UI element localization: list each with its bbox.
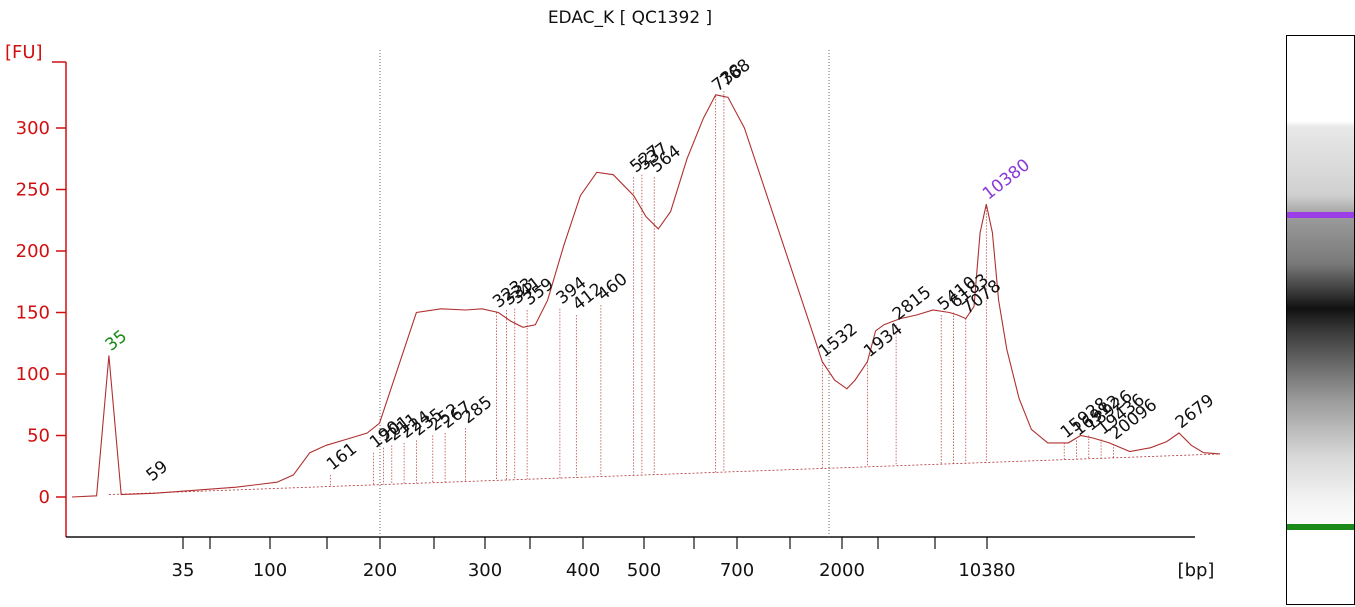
y-axis-label: [FU] bbox=[5, 42, 43, 63]
x-tick-label: 400 bbox=[566, 560, 600, 581]
x-tick-label: 35 bbox=[172, 560, 195, 581]
divider-layer bbox=[379, 50, 830, 537]
x-tick-label: 2000 bbox=[819, 560, 865, 581]
x-tick-label: 10380 bbox=[958, 560, 1015, 581]
gel-marker-band bbox=[1287, 212, 1354, 219]
x-tick-label: 200 bbox=[363, 560, 397, 581]
gel-smear bbox=[1287, 36, 1354, 604]
peak-label: 2815 bbox=[889, 282, 935, 324]
gel-marker-band bbox=[1287, 524, 1354, 531]
axes-layer: [FU] 0 50 100 150 200 250 300 35 100 200 300 400 500 7… bbox=[5, 42, 1214, 581]
fluorescence-trace bbox=[71, 94, 1221, 498]
x-axis-label: [bp] bbox=[1178, 560, 1215, 581]
y-tick-label: 250 bbox=[16, 180, 50, 201]
x-tick-label: 100 bbox=[253, 560, 287, 581]
y-tick-label: 50 bbox=[27, 426, 50, 447]
x-tick-label: 300 bbox=[468, 560, 502, 581]
chart-title: EDAC_K [ QC1392 ] bbox=[547, 8, 713, 28]
y-tick-label: 200 bbox=[16, 241, 50, 262]
y-tick-label: 100 bbox=[16, 364, 50, 385]
peak-label: 35 bbox=[102, 326, 131, 355]
virtual-gel-lane bbox=[1286, 35, 1355, 605]
y-tick-label: 0 bbox=[39, 487, 50, 508]
y-tick-label: 150 bbox=[16, 303, 50, 324]
peak-label: 285 bbox=[458, 392, 496, 428]
trace-layer bbox=[71, 94, 1221, 498]
baseline-line bbox=[108, 453, 1221, 495]
peak-label: 1532 bbox=[815, 319, 861, 361]
peak-label: 2679 bbox=[1172, 391, 1218, 433]
peak-lines-layer bbox=[329, 91, 1114, 487]
peak-label: 59 bbox=[143, 457, 172, 486]
x-tick-label: 700 bbox=[720, 560, 754, 581]
electropherogram-chart: [FU] 0 50 100 150 200 250 300 35 100 200 300 400 500 7… bbox=[5, 42, 1221, 581]
peak-label: 10380 bbox=[979, 155, 1034, 204]
y-tick-label: 300 bbox=[16, 118, 50, 139]
x-tick-label: 500 bbox=[627, 560, 661, 581]
